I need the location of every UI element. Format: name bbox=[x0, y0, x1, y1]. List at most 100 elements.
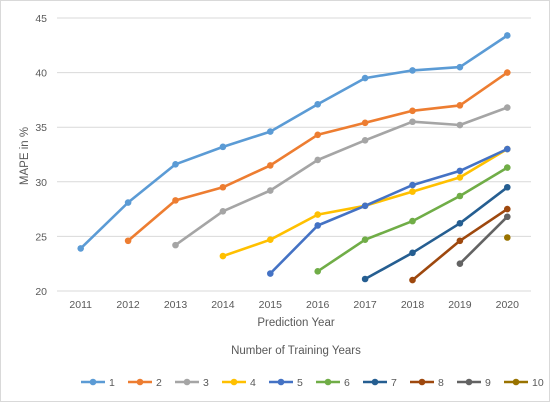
data-point bbox=[504, 145, 511, 153]
series-5 bbox=[267, 145, 511, 277]
data-point bbox=[504, 164, 511, 171]
data-point bbox=[456, 102, 464, 109]
legend-swatch-marker bbox=[89, 378, 97, 386]
data-point bbox=[409, 188, 416, 195]
legend-label: 10 bbox=[532, 377, 544, 389]
legend-label: 1 bbox=[109, 377, 115, 389]
series-line bbox=[79, 34, 509, 250]
legend-title: Number of Training Years bbox=[231, 345, 361, 357]
legend-item: 7 bbox=[363, 377, 397, 389]
y-axis-title: MAPE in % bbox=[19, 127, 31, 185]
series-9 bbox=[456, 213, 511, 268]
y-tick-label: 20 bbox=[35, 286, 47, 298]
data-point bbox=[456, 192, 464, 200]
data-point bbox=[456, 167, 464, 175]
legend-swatch-marker bbox=[512, 378, 520, 386]
data-point bbox=[504, 183, 511, 191]
x-tick-label: 2016 bbox=[306, 299, 330, 311]
data-point bbox=[267, 128, 274, 135]
data-point bbox=[361, 236, 369, 243]
legend-item: 5 bbox=[269, 377, 303, 389]
data-point bbox=[409, 67, 416, 74]
x-axis-title: Prediction Year bbox=[257, 317, 335, 329]
legend-item: 4 bbox=[222, 377, 256, 389]
data-point bbox=[409, 249, 416, 257]
data-point bbox=[504, 32, 511, 39]
legend-swatch-marker bbox=[324, 378, 332, 386]
y-tick-label: 45 bbox=[35, 13, 47, 25]
legend-label: 8 bbox=[438, 377, 444, 389]
data-point bbox=[361, 74, 369, 82]
data-point bbox=[409, 107, 416, 115]
x-tick-label: 2013 bbox=[164, 299, 188, 311]
data-point bbox=[409, 217, 416, 225]
data-point bbox=[456, 63, 464, 71]
y-tick-label: 35 bbox=[35, 122, 47, 134]
legend-label: 7 bbox=[391, 377, 397, 389]
x-tick-label: 2018 bbox=[401, 299, 425, 311]
y-tick-label: 30 bbox=[35, 177, 47, 189]
data-point bbox=[219, 183, 227, 191]
data-point bbox=[314, 131, 322, 139]
legend-label: 2 bbox=[156, 377, 162, 389]
legend-label: 4 bbox=[250, 377, 256, 389]
legend-label: 9 bbox=[485, 377, 491, 389]
x-tick-label: 2012 bbox=[116, 299, 140, 311]
legend-label: 6 bbox=[344, 377, 350, 389]
legend-label: 3 bbox=[203, 377, 209, 389]
legend-item: 3 bbox=[175, 377, 209, 389]
data-point bbox=[361, 275, 369, 283]
series-line bbox=[458, 215, 509, 266]
data-point bbox=[172, 241, 179, 249]
data-point bbox=[456, 121, 464, 129]
legend-item: 6 bbox=[316, 377, 350, 389]
data-point bbox=[314, 100, 322, 108]
legend-item: 9 bbox=[457, 377, 491, 389]
data-point bbox=[77, 245, 84, 252]
legend: 1 2 3 4 5 6 7 8 9 10 bbox=[81, 377, 544, 389]
data-point bbox=[361, 119, 369, 127]
data-point bbox=[361, 137, 369, 144]
data-point bbox=[219, 252, 227, 260]
legend-swatch-marker bbox=[371, 378, 379, 386]
x-tick-label: 2014 bbox=[211, 299, 235, 311]
data-point bbox=[504, 234, 511, 241]
data-point bbox=[267, 162, 274, 169]
series-6 bbox=[314, 164, 511, 275]
data-point bbox=[219, 207, 227, 215]
data-point bbox=[124, 237, 132, 245]
x-tick-label: 2020 bbox=[496, 299, 520, 311]
series-3 bbox=[172, 104, 511, 249]
x-axis-ticks: 2011 2012 2013 2014 2015 2016 2017 2018 2019 2020 bbox=[69, 299, 519, 311]
legend-swatch-marker bbox=[465, 378, 473, 386]
data-point bbox=[456, 174, 464, 181]
legend-swatch-marker bbox=[418, 378, 426, 386]
legend-swatch-marker bbox=[136, 378, 144, 386]
data-point bbox=[504, 69, 511, 76]
data-point bbox=[314, 222, 322, 229]
series-2 bbox=[124, 69, 511, 245]
series-line bbox=[174, 106, 509, 247]
data-point bbox=[172, 161, 179, 168]
legend-item: 2 bbox=[128, 377, 162, 389]
legend-swatch-marker bbox=[277, 378, 285, 386]
gridlines bbox=[57, 17, 531, 292]
series-8 bbox=[409, 205, 511, 284]
data-point bbox=[504, 104, 511, 111]
series-line bbox=[363, 186, 509, 281]
data-point bbox=[314, 211, 322, 218]
data-point bbox=[314, 156, 322, 164]
data-point bbox=[172, 197, 179, 204]
legend-swatch-marker bbox=[230, 378, 238, 386]
x-tick-label: 2015 bbox=[259, 299, 283, 311]
data-point bbox=[504, 213, 511, 221]
data-point bbox=[504, 205, 511, 213]
data-point bbox=[267, 236, 274, 243]
legend-item: 8 bbox=[410, 377, 444, 389]
series-7 bbox=[361, 183, 511, 283]
data-point bbox=[124, 199, 132, 206]
series-layer bbox=[77, 32, 511, 284]
x-tick-label: 2017 bbox=[353, 299, 377, 311]
legend-label: 5 bbox=[297, 377, 303, 389]
